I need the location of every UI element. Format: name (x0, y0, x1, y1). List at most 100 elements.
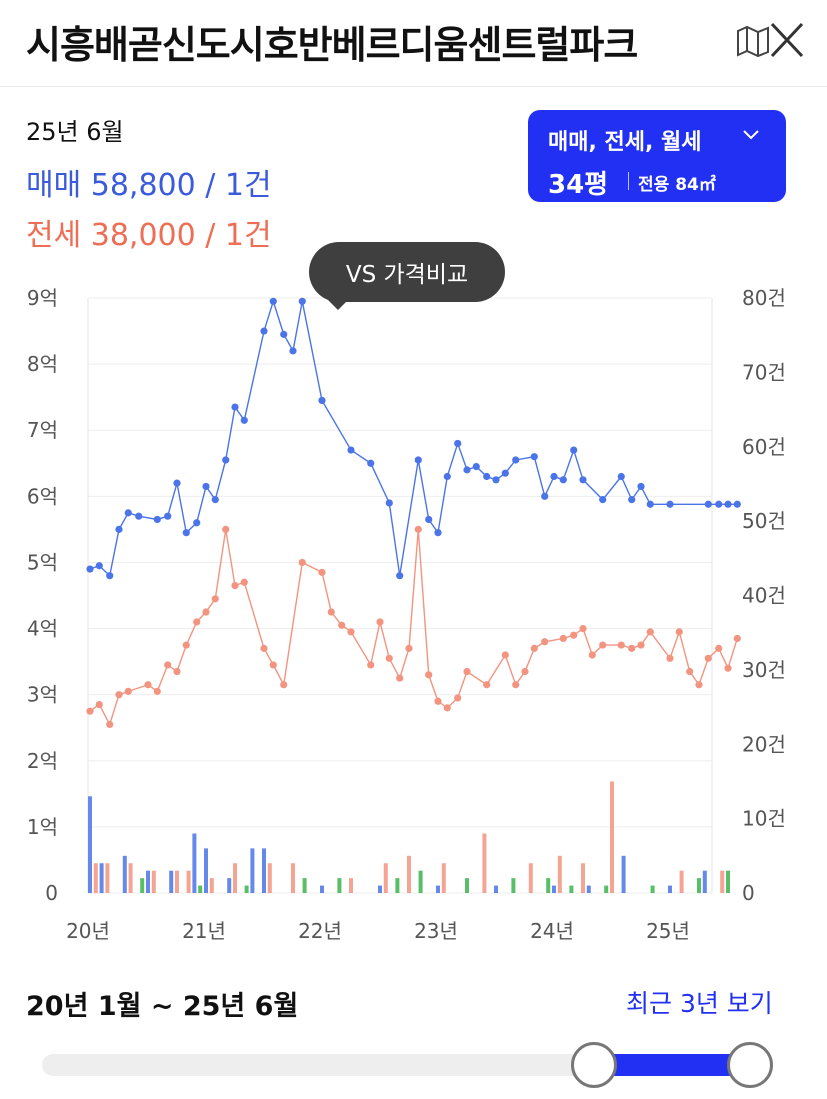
close-icon[interactable] (768, 18, 806, 62)
price-point (704, 500, 712, 508)
price-point (675, 628, 683, 636)
jeonse-summary: 전세 38,000 / 1건 (26, 218, 272, 253)
price-point (492, 476, 500, 484)
y-left-tick-label: 7억 (27, 418, 58, 442)
volume-bar (494, 885, 498, 893)
volume-bar (192, 833, 197, 893)
volume-bar (349, 878, 353, 893)
volume-bar (441, 863, 446, 893)
price-point (570, 631, 578, 639)
price-point (570, 446, 578, 454)
volume-bar (720, 870, 725, 893)
x-tick-label: 20년 (66, 919, 110, 943)
volume-bar (337, 878, 342, 893)
price-point (269, 297, 277, 305)
volume-bar (175, 870, 179, 893)
volume-bar (146, 870, 150, 893)
price-point (501, 469, 509, 477)
price-point (211, 496, 219, 504)
y-right-tick-label: 70건 (742, 360, 786, 384)
price-point (550, 472, 558, 481)
price-point (521, 667, 529, 676)
price-point (86, 707, 94, 715)
price-point (260, 644, 268, 652)
price-point (414, 456, 422, 464)
price-point (222, 525, 230, 533)
price-point (269, 661, 277, 669)
price-point (686, 667, 694, 676)
x-tick-label: 24년 (530, 919, 574, 943)
volume-bar (378, 885, 382, 893)
price-point (193, 618, 201, 626)
price-point (385, 499, 393, 507)
volume-bar (204, 848, 208, 893)
volume-bar (586, 885, 591, 893)
volume-bar (93, 863, 98, 893)
price-point (559, 634, 567, 643)
y-left-tick-label: 3억 (27, 683, 58, 707)
volume-bar (604, 885, 609, 893)
volume-bar (302, 878, 307, 893)
price-point (298, 297, 306, 305)
price-point (483, 681, 491, 689)
price-point (95, 700, 103, 709)
deal-filter-button[interactable]: 매매, 전세, 월세 34평 전용 84㎡ (528, 110, 786, 202)
volume-bar (668, 885, 672, 893)
price-point (695, 681, 703, 689)
price-point (182, 641, 190, 649)
volume-bar (198, 885, 203, 893)
price-point (124, 509, 132, 517)
volume-bar (209, 878, 214, 893)
price-point (144, 681, 152, 689)
price-point (318, 568, 326, 576)
price-point (222, 456, 230, 464)
compare-button[interactable]: VS 가격비교 (309, 242, 505, 302)
y-left-tick-label: 1억 (27, 815, 58, 839)
volume-bar (702, 870, 707, 893)
volume-bar (511, 878, 516, 893)
price-point (153, 687, 161, 695)
volume-bar (291, 863, 295, 893)
volume-bar (262, 848, 266, 893)
price-point (106, 572, 114, 580)
recent-3-years-link[interactable]: 최근 3년 보기 (626, 989, 773, 1018)
y-right-tick-label: 80건 (742, 286, 786, 310)
y-right-tick-label: 20건 (742, 732, 786, 756)
volume-bar (610, 781, 614, 893)
price-point (501, 651, 509, 659)
price-point (617, 472, 625, 481)
volume-bar (581, 863, 585, 893)
price-point (95, 562, 103, 570)
volume-bar (697, 878, 701, 893)
price-point (376, 618, 384, 626)
deal-type-label: 매매, 전세, 월세 (548, 130, 702, 155)
volume-bar (383, 863, 388, 893)
price-point (454, 694, 462, 702)
price-point (367, 661, 375, 669)
price-point (231, 403, 239, 411)
volume-bar (528, 863, 533, 893)
volume-bar (140, 878, 145, 893)
range-slider-end-handle[interactable] (727, 1042, 773, 1088)
y-right-tick-label: 30건 (742, 658, 786, 682)
price-point (733, 634, 741, 643)
price-point (414, 525, 422, 533)
range-slider-start-handle[interactable] (571, 1042, 617, 1088)
price-point (454, 439, 462, 448)
volume-bar (99, 863, 104, 893)
price-point (588, 651, 596, 659)
price-point (385, 654, 393, 662)
x-tick-label: 22년 (298, 919, 342, 943)
volume-bar (88, 796, 92, 893)
map-icon[interactable] (736, 24, 770, 58)
volume-bar (557, 855, 562, 893)
price-point (715, 500, 723, 508)
volume-bar (552, 885, 556, 893)
price-point (463, 466, 471, 474)
price-point (512, 681, 520, 689)
volume-bar (418, 870, 423, 893)
range-slider-fill (594, 1054, 750, 1076)
y-right-tick-label: 10건 (742, 807, 786, 831)
volume-bar (465, 878, 469, 893)
price-point (86, 565, 94, 573)
